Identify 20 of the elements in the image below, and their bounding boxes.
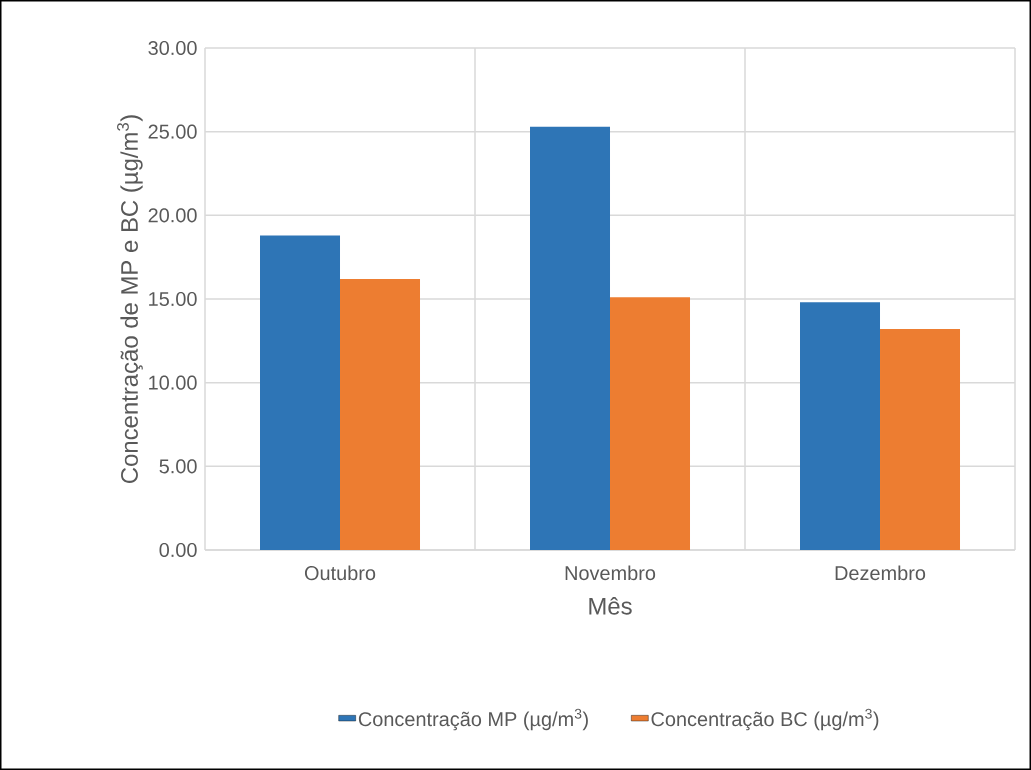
bar xyxy=(800,302,881,550)
y-tick-label: 15.00 xyxy=(149,291,197,307)
x-tick-label: Novembro xyxy=(565,565,656,581)
y-tick-label: 20.00 xyxy=(148,208,197,223)
y-tick-label: 10.00 xyxy=(149,375,197,390)
bar xyxy=(610,297,690,550)
y-tick-label: 0.00 xyxy=(159,542,197,558)
bar xyxy=(260,235,340,550)
legend-label: Concentração BC (µg/m$^{3}$) xyxy=(651,708,879,731)
bar xyxy=(530,126,610,550)
x-axis-title: Mês xyxy=(589,596,632,615)
legend-label: Concentração MP (µg/m$^{3}$) xyxy=(358,708,588,731)
x-tick-label: Outubro xyxy=(304,565,376,581)
bar xyxy=(880,329,961,550)
y-tick-label: 25.00 xyxy=(148,124,197,139)
bar xyxy=(340,278,420,550)
x-tick-label: Dezembro xyxy=(835,565,926,581)
y-tick-label: 30.00 xyxy=(148,40,197,56)
y-axis-title: Concentração de MP e BC (µg/m$^{3}$) xyxy=(117,115,143,483)
y-tick-label: 5.00 xyxy=(159,459,197,474)
